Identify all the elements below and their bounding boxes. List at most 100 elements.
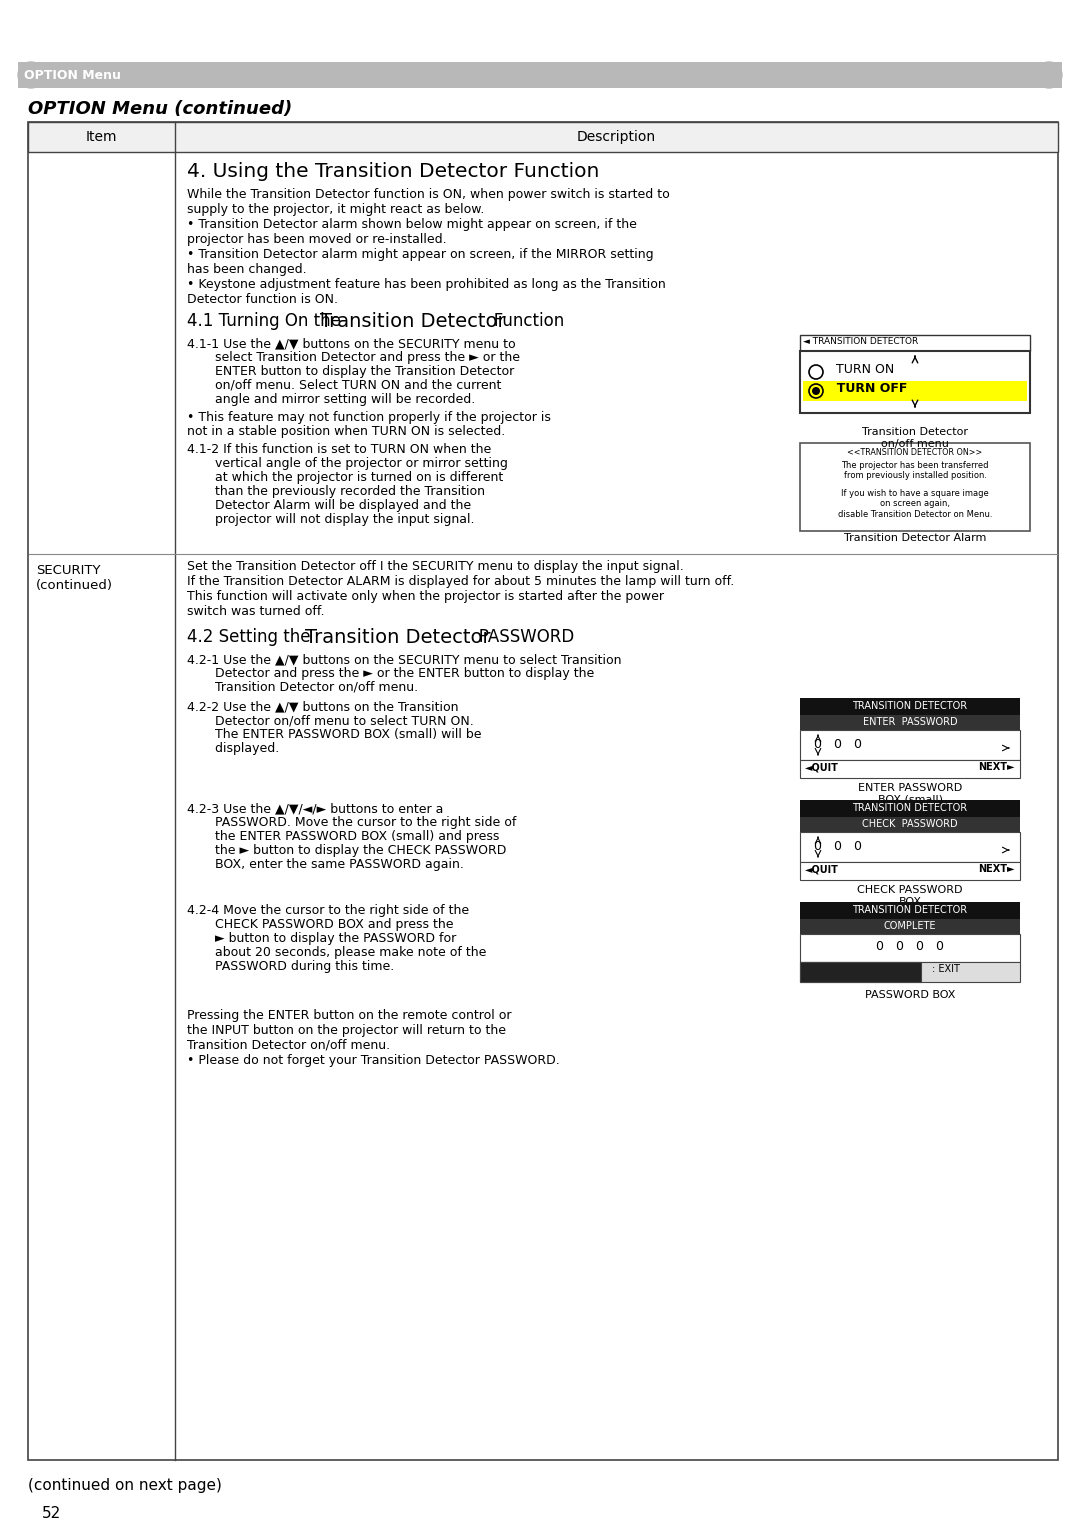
Circle shape — [1036, 61, 1062, 87]
Text: • Transition Detector alarm might appear on screen, if the MIRROR setting: • Transition Detector alarm might appear… — [187, 248, 653, 260]
Text: the INPUT button on the projector will return to the: the INPUT button on the projector will r… — [187, 1023, 507, 1037]
Text: displayed.: displayed. — [187, 741, 280, 755]
Text: Set the Transition Detector off I the SECURITY menu to display the input signal.: Set the Transition Detector off I the SE… — [187, 561, 684, 573]
Text: Transition Detector
on/off menu: Transition Detector on/off menu — [862, 427, 968, 449]
Text: 4.2-2 Use the ▲/▼ buttons on the Transition: 4.2-2 Use the ▲/▼ buttons on the Transit… — [187, 700, 459, 712]
Text: Function: Function — [478, 313, 564, 329]
Text: the ENTER PASSWORD BOX (small) and press: the ENTER PASSWORD BOX (small) and press — [187, 830, 499, 843]
Text: 4.2-4 Move the cursor to the right side of the: 4.2-4 Move the cursor to the right side … — [187, 904, 469, 918]
Text: 4.1 Turning On the: 4.1 Turning On the — [187, 313, 351, 329]
Circle shape — [18, 61, 44, 87]
Text: ◄QUIT: ◄QUIT — [805, 761, 839, 772]
Text: Detector function is ON.: Detector function is ON. — [187, 293, 338, 306]
Text: Detector Alarm will be displayed and the: Detector Alarm will be displayed and the — [187, 499, 471, 512]
Bar — [800, 715, 1020, 731]
Bar — [800, 935, 1020, 962]
Text: has been changed.: has been changed. — [187, 264, 307, 276]
Bar — [800, 443, 1030, 532]
Text: PASSWORD during this time.: PASSWORD during this time. — [187, 961, 394, 973]
Text: not in a stable position when TURN ON is selected.: not in a stable position when TURN ON is… — [187, 424, 505, 438]
Bar — [800, 962, 921, 982]
Text: ENTER ►: ENTER ► — [810, 964, 856, 974]
Text: ◄QUIT: ◄QUIT — [805, 864, 839, 873]
Text: Detector on/off menu to select TURN ON.: Detector on/off menu to select TURN ON. — [187, 714, 474, 728]
Text: 4. Using the Transition Detector Function: 4. Using the Transition Detector Functio… — [187, 162, 599, 181]
Text: 52: 52 — [42, 1506, 62, 1521]
Bar — [800, 832, 1020, 863]
Text: While the Transition Detector function is ON, when power switch is started to: While the Transition Detector function i… — [187, 188, 670, 201]
Text: 0   0   0: 0 0 0 — [814, 840, 862, 853]
Text: NEXT►: NEXT► — [978, 864, 1014, 873]
Text: TURN ON: TURN ON — [828, 363, 894, 375]
Bar — [28, 123, 1058, 152]
Bar — [800, 731, 1020, 760]
Text: Detector and press the ► or the ENTER button to display the: Detector and press the ► or the ENTER bu… — [187, 666, 594, 680]
Text: Transition Detector: Transition Detector — [305, 628, 490, 647]
Text: CHECK PASSWORD
BOX: CHECK PASSWORD BOX — [858, 885, 962, 907]
Circle shape — [812, 388, 820, 395]
Text: The ENTER PASSWORD BOX (small) will be: The ENTER PASSWORD BOX (small) will be — [187, 728, 482, 741]
Text: Transition Detector Alarm: Transition Detector Alarm — [843, 533, 986, 542]
Text: If the Transition Detector ALARM is displayed for about 5 minutes the lamp will : If the Transition Detector ALARM is disp… — [187, 574, 734, 588]
Text: select Transition Detector and press the ► or the: select Transition Detector and press the… — [187, 351, 519, 365]
Text: than the previously recorded the Transition: than the previously recorded the Transit… — [187, 486, 485, 498]
Bar — [800, 336, 1030, 351]
Text: 4.2-1 Use the ▲/▼ buttons on the SECURITY menu to select Transition: 4.2-1 Use the ▲/▼ buttons on the SECURIT… — [187, 653, 621, 666]
Text: • Transition Detector alarm shown below might appear on screen, if the: • Transition Detector alarm shown below … — [187, 218, 637, 231]
Text: TRANSITION DETECTOR: TRANSITION DETECTOR — [852, 803, 968, 813]
Bar — [804, 381, 1027, 401]
Bar — [800, 800, 1020, 817]
Bar — [800, 863, 1020, 879]
Text: <<TRANSITION DETECTOR ON>>: <<TRANSITION DETECTOR ON>> — [848, 447, 983, 457]
Text: 0   0   0   0: 0 0 0 0 — [876, 941, 944, 953]
Text: ENTER PASSWORD
BOX (small): ENTER PASSWORD BOX (small) — [858, 783, 962, 804]
Text: OPTION Menu (continued): OPTION Menu (continued) — [28, 100, 293, 118]
Text: • Keystone adjustment feature has been prohibited as long as the Transition: • Keystone adjustment feature has been p… — [187, 277, 665, 291]
Text: 0   0   0: 0 0 0 — [814, 738, 862, 751]
Text: NEXT►: NEXT► — [978, 761, 1014, 772]
Bar — [800, 699, 1020, 715]
Bar — [800, 902, 1020, 919]
Bar — [800, 919, 1020, 935]
Text: Item: Item — [85, 130, 118, 144]
Text: switch was turned off.: switch was turned off. — [187, 605, 324, 617]
Text: CHECK  PASSWORD: CHECK PASSWORD — [862, 820, 958, 829]
Text: about 20 seconds, please make note of the: about 20 seconds, please make note of th… — [187, 945, 486, 959]
Text: : EXIT: : EXIT — [932, 964, 960, 974]
Text: Transition Detector on/off menu.: Transition Detector on/off menu. — [187, 682, 418, 694]
Text: TRANSITION DETECTOR: TRANSITION DETECTOR — [852, 905, 968, 915]
Bar — [800, 817, 1020, 832]
Bar — [800, 760, 1020, 778]
Text: vertical angle of the projector or mirror setting: vertical angle of the projector or mirro… — [187, 457, 508, 470]
Text: Pressing the ENTER button on the remote control or: Pressing the ENTER button on the remote … — [187, 1010, 512, 1022]
Text: 4.2 Setting the: 4.2 Setting the — [187, 628, 321, 647]
Text: This function will activate only when the projector is started after the power: This function will activate only when th… — [187, 590, 664, 604]
Text: • This feature may not function properly if the projector is: • This feature may not function properly… — [187, 411, 551, 424]
Text: • Please do not forget your Transition Detector PASSWORD.: • Please do not forget your Transition D… — [187, 1054, 559, 1066]
Text: Transition Detector: Transition Detector — [320, 313, 505, 331]
Text: angle and mirror setting will be recorded.: angle and mirror setting will be recorde… — [187, 394, 475, 406]
Text: If you wish to have a square image
on screen again,
disable Transition Detector : If you wish to have a square image on sc… — [838, 489, 993, 519]
Text: the ► button to display the CHECK PASSWORD: the ► button to display the CHECK PASSWO… — [187, 844, 507, 856]
Text: ENTER button to display the Transition Detector: ENTER button to display the Transition D… — [187, 365, 514, 378]
Bar — [18, 61, 1062, 87]
Text: projector will not display the input signal.: projector will not display the input sig… — [187, 513, 474, 525]
Text: ◄ TRANSITION DETECTOR: ◄ TRANSITION DETECTOR — [804, 337, 918, 346]
Text: SECURITY
(continued): SECURITY (continued) — [36, 564, 113, 591]
Text: 4.1-1 Use the ▲/▼ buttons on the SECURITY menu to: 4.1-1 Use the ▲/▼ buttons on the SECURIT… — [187, 337, 515, 349]
Text: on/off menu. Select TURN ON and the current: on/off menu. Select TURN ON and the curr… — [187, 378, 501, 392]
Text: 4.1-2 If this function is set to TURN ON when the: 4.1-2 If this function is set to TURN ON… — [187, 443, 491, 457]
Text: ► button to display the PASSWORD for: ► button to display the PASSWORD for — [187, 931, 456, 945]
Text: 4.2-3 Use the ▲/▼/◄/► buttons to enter a: 4.2-3 Use the ▲/▼/◄/► buttons to enter a — [187, 801, 444, 815]
Bar — [28, 123, 1058, 1460]
Text: PASSWORD. Move the cursor to the right side of: PASSWORD. Move the cursor to the right s… — [187, 817, 516, 829]
Text: TRANSITION DETECTOR: TRANSITION DETECTOR — [852, 702, 968, 711]
Text: CHECK PASSWORD BOX and press the: CHECK PASSWORD BOX and press the — [187, 918, 454, 931]
Text: OPTION Menu: OPTION Menu — [24, 69, 121, 83]
Text: projector has been moved or re-installed.: projector has been moved or re-installed… — [187, 233, 447, 247]
Text: BOX, enter the same PASSWORD again.: BOX, enter the same PASSWORD again. — [187, 858, 464, 872]
Text: The projector has been transferred
from previously installed position.: The projector has been transferred from … — [841, 461, 989, 481]
Text: at which the projector is turned on is different: at which the projector is turned on is d… — [187, 470, 503, 484]
Text: (continued on next page): (continued on next page) — [28, 1478, 221, 1494]
Text: supply to the projector, it might react as below.: supply to the projector, it might react … — [187, 204, 484, 216]
